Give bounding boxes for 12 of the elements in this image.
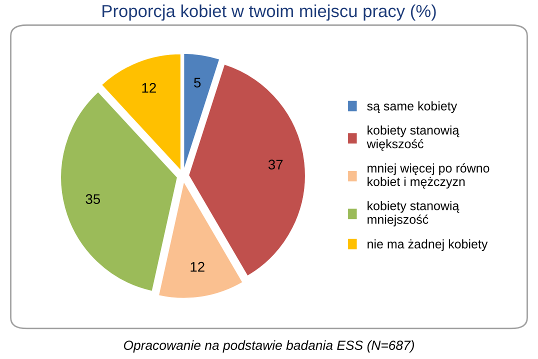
text: Opracowanie na podstawie badania ESS (N=687)	[124, 340, 414, 353]
legend-label: nie ma żadnej kobiety	[368, 239, 488, 251]
data-label: 37	[268, 160, 283, 170]
legend-label: są same kobiety	[367, 101, 458, 113]
chart-title: Proporcja kobiet w twoim miejscu pracy (%)	[102, 4, 436, 21]
data-label: 35	[86, 194, 100, 204]
data-label: 12	[190, 262, 204, 272]
legend-label: kobiety stanowią większość	[366, 125, 460, 151]
data-label: 5	[194, 78, 201, 88]
data-label: 12	[142, 82, 156, 93]
legend-label: kobiety stanowią mniejszość	[368, 201, 460, 226]
legend-label: mniej więcej po równo kobiet i mężczyzn	[368, 163, 490, 189]
